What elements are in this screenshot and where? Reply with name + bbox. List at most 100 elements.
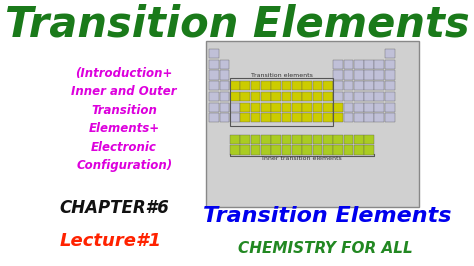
Bar bbox=[251, 145, 260, 155]
Bar bbox=[302, 102, 312, 112]
Bar bbox=[261, 81, 271, 90]
Bar bbox=[333, 60, 343, 69]
Bar bbox=[323, 102, 333, 112]
Bar bbox=[354, 70, 364, 80]
Bar bbox=[209, 70, 219, 80]
Bar bbox=[282, 145, 291, 155]
Bar bbox=[230, 81, 239, 90]
Bar bbox=[206, 41, 419, 207]
Bar bbox=[240, 92, 250, 101]
Bar bbox=[333, 81, 343, 90]
Bar bbox=[385, 60, 394, 69]
Bar bbox=[333, 135, 343, 144]
Bar bbox=[344, 92, 353, 101]
Bar bbox=[344, 60, 353, 69]
Bar bbox=[292, 81, 301, 90]
Bar bbox=[374, 102, 384, 112]
Bar bbox=[219, 70, 229, 80]
Bar bbox=[374, 70, 384, 80]
Bar bbox=[230, 78, 333, 126]
Text: Electronic: Electronic bbox=[91, 141, 157, 154]
Bar bbox=[282, 113, 291, 122]
Bar bbox=[230, 135, 239, 144]
Bar bbox=[271, 135, 281, 144]
Bar bbox=[261, 102, 271, 112]
Bar bbox=[292, 102, 301, 112]
Bar bbox=[374, 81, 384, 90]
Bar bbox=[302, 135, 312, 144]
Bar bbox=[271, 92, 281, 101]
Text: Elements+: Elements+ bbox=[89, 122, 160, 135]
Bar bbox=[261, 113, 271, 122]
Bar bbox=[385, 70, 394, 80]
Bar bbox=[302, 113, 312, 122]
Bar bbox=[219, 92, 229, 101]
Bar bbox=[302, 145, 312, 155]
Bar bbox=[333, 92, 343, 101]
Bar bbox=[302, 92, 312, 101]
Bar bbox=[354, 81, 364, 90]
Bar bbox=[344, 102, 353, 112]
Bar bbox=[312, 145, 322, 155]
Bar bbox=[282, 81, 291, 90]
Bar bbox=[209, 113, 219, 122]
Bar bbox=[364, 113, 374, 122]
Bar bbox=[230, 102, 239, 112]
Bar bbox=[323, 113, 333, 122]
Bar bbox=[323, 135, 333, 144]
Bar bbox=[292, 113, 301, 122]
Text: Lecture#1: Lecture#1 bbox=[60, 232, 162, 250]
Bar bbox=[364, 60, 374, 69]
Text: CHEMISTRY FOR ALL: CHEMISTRY FOR ALL bbox=[238, 241, 412, 256]
Bar bbox=[312, 113, 322, 122]
Bar bbox=[344, 145, 353, 155]
Bar bbox=[271, 102, 281, 112]
Bar bbox=[312, 135, 322, 144]
Bar bbox=[354, 113, 364, 122]
Bar bbox=[240, 81, 250, 90]
Bar bbox=[209, 49, 219, 58]
Bar bbox=[354, 135, 364, 144]
Bar bbox=[282, 102, 291, 112]
Bar bbox=[312, 81, 322, 90]
Text: Transition: Transition bbox=[91, 104, 157, 117]
Bar bbox=[364, 135, 374, 144]
Bar bbox=[209, 102, 219, 112]
Bar bbox=[364, 92, 374, 101]
Text: Configuration): Configuration) bbox=[76, 159, 172, 172]
Bar bbox=[240, 102, 250, 112]
Bar bbox=[219, 102, 229, 112]
Bar bbox=[251, 113, 260, 122]
Bar bbox=[261, 135, 271, 144]
Bar bbox=[385, 81, 394, 90]
Bar bbox=[364, 81, 374, 90]
Bar bbox=[364, 70, 374, 80]
Bar bbox=[282, 92, 291, 101]
Bar bbox=[219, 81, 229, 90]
Bar bbox=[323, 81, 333, 90]
Bar bbox=[385, 92, 394, 101]
Bar bbox=[354, 92, 364, 101]
Bar bbox=[374, 113, 384, 122]
Bar bbox=[251, 81, 260, 90]
Bar bbox=[333, 70, 343, 80]
Bar bbox=[374, 60, 384, 69]
Bar bbox=[364, 102, 374, 112]
Bar bbox=[261, 145, 271, 155]
Text: Transition Elements: Transition Elements bbox=[5, 4, 469, 46]
Bar bbox=[344, 113, 353, 122]
Bar bbox=[209, 92, 219, 101]
Bar bbox=[344, 70, 353, 80]
Bar bbox=[344, 135, 353, 144]
Bar bbox=[240, 145, 250, 155]
Bar bbox=[312, 102, 322, 112]
Bar bbox=[230, 113, 239, 122]
Bar bbox=[230, 92, 239, 101]
Bar bbox=[292, 135, 301, 144]
Bar bbox=[251, 102, 260, 112]
Bar bbox=[302, 81, 312, 90]
Bar bbox=[271, 145, 281, 155]
Bar bbox=[271, 113, 281, 122]
Bar bbox=[209, 81, 219, 90]
Bar bbox=[385, 102, 394, 112]
